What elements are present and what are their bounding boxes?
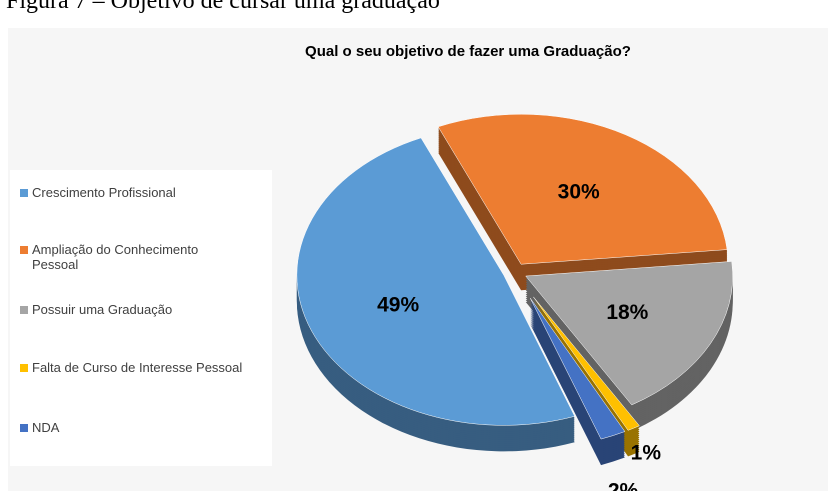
legend-item: Crescimento Profissional	[20, 185, 176, 200]
legend-label: Crescimento Profissional	[32, 185, 176, 200]
legend-swatch	[20, 189, 28, 197]
legend-swatch	[20, 306, 28, 314]
data-label: 30%	[558, 181, 600, 204]
data-label: 1%	[631, 441, 662, 464]
legend-item: NDA	[20, 420, 59, 435]
slice	[296, 137, 576, 426]
slice	[533, 296, 640, 431]
legend-label: Possuir uma Graduação	[32, 302, 173, 317]
legend-label: Ampliação do Conhecimento Pessoal	[32, 242, 199, 272]
slice	[437, 113, 728, 265]
legend: Crescimento Profissional Ampliação do Con…	[10, 170, 272, 466]
legend-swatch	[20, 424, 28, 432]
chart-title: Qual o seu objetivo de fazer uma Graduaç…	[305, 43, 631, 60]
legend-item: Falta de Curso de Interesse Pessoal	[20, 360, 242, 375]
legend-item: Ampliação do Conhecimento Pessoal	[20, 242, 240, 272]
legend-label: Falta de Curso de Interesse Pessoal	[32, 360, 243, 375]
slice	[525, 261, 733, 406]
legend-swatch	[20, 246, 28, 254]
data-label: 49%	[377, 294, 419, 317]
slice	[529, 297, 626, 440]
data-label: 2%	[608, 480, 639, 491]
caption: Figura 7 – Objetivo de cursar uma gradua…	[6, 0, 440, 14]
legend-label: NDA	[32, 420, 60, 435]
legend-swatch	[20, 364, 28, 372]
legend-item: Possuir uma Graduação	[20, 302, 172, 317]
data-label: 18%	[606, 301, 648, 324]
